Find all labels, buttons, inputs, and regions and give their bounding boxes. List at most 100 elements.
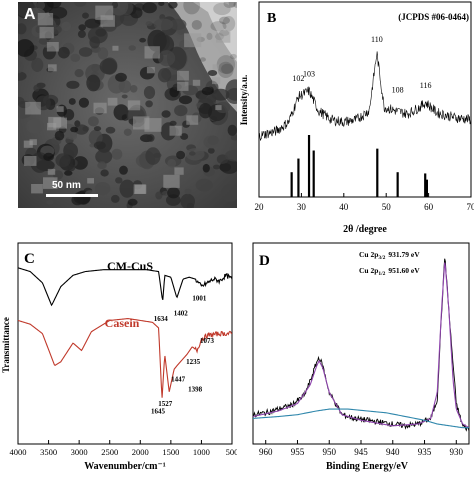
peak-label-103: 103 (303, 70, 315, 79)
scale-bar (46, 194, 98, 197)
tem-particle (208, 148, 215, 154)
tem-particle (208, 70, 217, 76)
tem-particle (162, 110, 171, 118)
tem-crystal (47, 42, 59, 52)
tem-crystal (133, 116, 149, 129)
tem-crystal (94, 103, 107, 114)
tem-particle (158, 50, 175, 66)
tem-crystal (215, 105, 221, 110)
ftir-annotation-1398: 1398 (188, 385, 203, 393)
tem-particle (68, 165, 76, 172)
tem-particle (145, 147, 160, 165)
tem-crystal (212, 77, 220, 84)
scale-bar-label: 50 nm (52, 180, 81, 191)
xtick-label-c: 1500 (162, 447, 179, 457)
tem-particle (167, 159, 176, 168)
xtick-label-c: 4000 (10, 447, 27, 457)
tem-particle (196, 179, 213, 192)
tem-particle (147, 134, 155, 142)
tem-particle (158, 68, 171, 82)
tem-particle (122, 95, 128, 99)
tem-particle (112, 149, 123, 160)
tem-particle (129, 45, 136, 50)
tem-crystal (87, 178, 94, 183)
xtick-label-b: 50 (382, 202, 392, 212)
tem-crystal (48, 169, 55, 175)
series-label-casein: Casein (105, 316, 140, 330)
tem-particle (102, 58, 117, 75)
ftir-chart: C Transmittance Wavenumber/cm⁻¹ CM-CuS C… (0, 237, 237, 474)
xtick-label-b: 60 (424, 202, 434, 212)
tem-particle (86, 75, 100, 92)
tem-particle (111, 195, 120, 203)
panel-letter-c: C (24, 251, 35, 267)
tem-particle (185, 189, 192, 195)
tem-image (18, 2, 237, 208)
xtick-label-d: 945 (354, 447, 368, 457)
tem-particle (200, 57, 206, 61)
tem-particle (155, 192, 162, 200)
tem-particle (174, 105, 187, 116)
ftir-annotation-1073: 1073 (200, 337, 215, 345)
tem-crystal (128, 100, 140, 110)
tem-particle (124, 129, 132, 136)
tem-particle (55, 153, 70, 167)
tem-crystal (145, 46, 160, 58)
tem-particle (26, 119, 44, 134)
tem-particle (95, 182, 111, 195)
ylabel-b: Intensity/a.u. (239, 75, 249, 126)
xlabel-d: Binding Energy/eV (326, 461, 409, 472)
ftir-panel: C Transmittance Wavenumber/cm⁻¹ CM-CuS C… (0, 237, 237, 474)
tem-particle (43, 153, 54, 161)
tem-particle (218, 62, 234, 78)
tem-crystal (177, 71, 189, 81)
tem-crystal (101, 15, 115, 26)
xtick-label-c: 1000 (193, 447, 210, 457)
tem-crystal (57, 106, 64, 112)
xlabel-b: 2θ /degree (343, 224, 387, 235)
tem-crystal (170, 126, 182, 136)
tem-particle (142, 2, 157, 13)
tem-particle (68, 132, 77, 140)
tem-crystal (24, 156, 36, 166)
tem-particle (146, 21, 153, 26)
ftir-annotation-1645: 1645 (151, 407, 166, 415)
xtick-label-b: 20 (255, 202, 265, 212)
xtick-label-d: 930 (450, 447, 464, 457)
jcpds-reference: (JCPDS #06-0464) (398, 12, 469, 22)
tem-particle (106, 127, 116, 134)
ylabel-c: Transmittance (1, 317, 11, 373)
tem-particle (88, 27, 108, 44)
tem-particle (203, 164, 210, 173)
tem-particle (55, 131, 65, 141)
tem-particle (79, 47, 92, 57)
xtick-label-c: 3000 (71, 447, 88, 457)
xtick-label-d: 935 (418, 447, 432, 457)
xtick-label-c: 3500 (40, 447, 57, 457)
tem-particle (69, 98, 76, 105)
tem-particle (154, 19, 174, 31)
tem-crystal (48, 64, 57, 71)
xlabel-c: Wavenumber/cm⁻¹ (84, 461, 166, 472)
tem-particle (71, 54, 81, 62)
tem-particle (202, 87, 213, 95)
tem-crystal (213, 64, 220, 69)
xtick-label-c: 2500 (101, 447, 118, 457)
tem-particle (199, 103, 212, 118)
tem-particle (189, 151, 196, 155)
panel-letter-b: B (267, 11, 276, 26)
xtick-label-d: 950 (322, 447, 336, 457)
tem-particle (82, 13, 89, 19)
tem-crystal (216, 31, 230, 43)
tem-crystal (24, 141, 33, 148)
peak-label-108: 108 (392, 86, 404, 95)
tem-particle (115, 73, 127, 82)
tem-particle (167, 187, 180, 198)
tem-particle (120, 180, 135, 198)
tem-particle (139, 38, 146, 43)
tem-particle (58, 47, 70, 59)
plot-frame-b (259, 2, 471, 197)
